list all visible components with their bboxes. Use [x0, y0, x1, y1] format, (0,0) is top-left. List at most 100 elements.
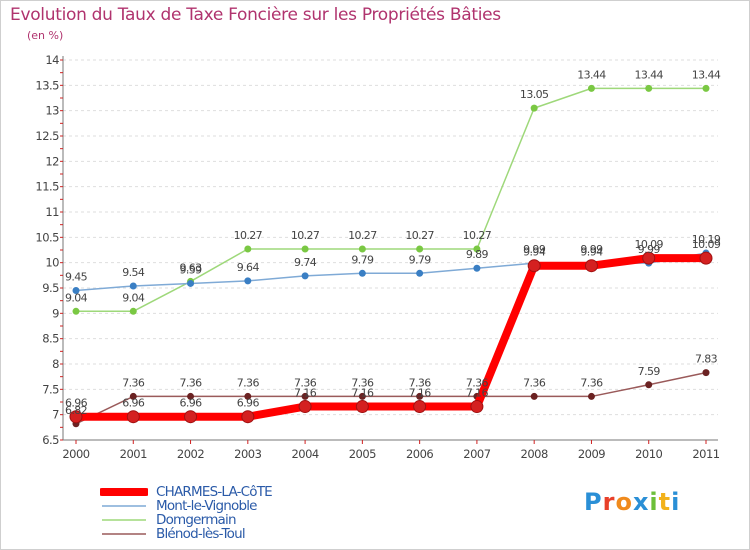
- chart-title: Evolution du Taux de Taxe Foncière sur l…: [10, 5, 501, 25]
- y-tick-label: 10: [45, 256, 59, 270]
- data-point: [584, 259, 598, 273]
- legend: CHARMES-LA-CôTE Mont-le-Vignoble Domgerm…: [100, 484, 273, 542]
- data-label: 7.16: [351, 387, 374, 400]
- data-label: 10.27: [291, 229, 320, 242]
- data-label: 9.04: [65, 291, 88, 304]
- data-point: [244, 277, 252, 285]
- data-label: 9.94: [523, 246, 546, 259]
- data-label: 9.99: [638, 243, 661, 256]
- data-point: [702, 369, 710, 377]
- y-tick-label: 13: [45, 104, 59, 118]
- x-tick-label: 2010: [635, 447, 662, 461]
- y-tick-label: 6.5: [42, 433, 59, 447]
- logo-letter: t: [658, 488, 672, 516]
- data-label: 9.64: [237, 261, 260, 274]
- legend-label: Domgermain: [156, 512, 237, 528]
- data-point: [187, 392, 195, 400]
- y-tick-label: 9: [52, 306, 59, 320]
- data-label: 9.04: [122, 291, 145, 304]
- data-label: 10.19: [692, 233, 721, 246]
- data-point: [358, 392, 366, 400]
- data-label: 10.27: [405, 229, 434, 242]
- data-point: [72, 287, 80, 295]
- data-label: 7.36: [122, 376, 145, 389]
- data-point: [244, 392, 252, 400]
- data-label: 6.96: [237, 397, 260, 410]
- y-tick-label: 7: [52, 408, 59, 422]
- data-label: 7.36: [409, 376, 432, 389]
- data-point: [129, 392, 137, 400]
- legend-item: Domgermain: [100, 512, 272, 528]
- data-label: 9.94: [580, 246, 603, 259]
- data-label: 7.36: [351, 376, 374, 389]
- logo-letter: P: [584, 488, 603, 516]
- legend-label: Mont-le-Vignoble: [156, 498, 257, 514]
- y-tick-label: 7.5: [42, 382, 59, 396]
- data-label: 7.59: [638, 365, 661, 378]
- y-tick-label: 8: [52, 357, 59, 371]
- data-label: 9.79: [409, 253, 432, 266]
- data-point: [241, 410, 255, 424]
- x-tick-label: 2005: [349, 447, 376, 461]
- unit-label: (en %): [27, 29, 64, 42]
- legend-label: CHARMES-LA-CôTE: [156, 484, 273, 500]
- data-point: [587, 392, 595, 400]
- data-label: 13.44: [634, 68, 663, 81]
- proxiti-logo: Proxiti: [584, 488, 680, 516]
- data-point: [642, 251, 656, 265]
- data-point: [301, 272, 309, 280]
- y-tick-label: 11: [45, 205, 59, 219]
- x-tick-label: 2003: [234, 447, 261, 461]
- series-line-2: [75, 87, 707, 313]
- x-tick-label: 2008: [521, 447, 548, 461]
- data-point: [358, 269, 366, 277]
- data-point: [244, 245, 252, 253]
- data-label: 7.36: [580, 376, 603, 389]
- data-point: [527, 259, 541, 273]
- y-tick-label: 14: [45, 53, 59, 67]
- legend-item: Mont-le-Vignoble: [100, 498, 272, 514]
- y-tick-label: 11.5: [35, 180, 59, 194]
- data-label: 9.63: [179, 261, 202, 274]
- data-point: [298, 400, 312, 414]
- y-tick-label: 10.5: [35, 230, 59, 244]
- data-label: 7.16: [466, 387, 489, 400]
- data-point: [301, 245, 309, 253]
- x-tick-label: 2002: [177, 447, 204, 461]
- data-label: 7.36: [179, 376, 202, 389]
- legend-item: CHARMES-LA-CôTE: [100, 484, 273, 500]
- data-label: 6.96: [122, 397, 145, 410]
- data-label: 10.27: [234, 229, 263, 242]
- x-tick-label: 2000: [62, 447, 89, 461]
- data-point: [187, 279, 195, 287]
- x-tick-label: 2001: [120, 447, 147, 461]
- data-label: 13.44: [577, 68, 606, 81]
- data-point: [72, 307, 80, 315]
- data-label: 7.16: [409, 387, 432, 400]
- data-label: 6.82: [65, 404, 87, 417]
- data-point: [416, 269, 424, 277]
- y-tick-label: 12.5: [35, 129, 59, 143]
- data-point: [645, 84, 653, 92]
- data-point: [184, 410, 198, 424]
- data-label: 9.45: [65, 271, 88, 284]
- data-point: [355, 400, 369, 414]
- data-point: [129, 282, 137, 290]
- series-line-1: [75, 252, 707, 292]
- data-label: 9.99: [580, 243, 603, 256]
- x-tick-label: 2009: [578, 447, 605, 461]
- x-tick-label: 2011: [692, 447, 719, 461]
- data-label: 6.96: [179, 397, 202, 410]
- data-label: 7.36: [237, 376, 260, 389]
- data-label: 7.36: [523, 376, 546, 389]
- legend-label: Blénod-lès-Toul: [156, 526, 246, 542]
- logo-letter: x: [632, 488, 650, 516]
- data-point: [69, 410, 83, 424]
- series-line-0: [72, 254, 710, 421]
- data-label: 7.83: [695, 353, 718, 366]
- data-label: 10.09: [692, 238, 721, 251]
- logo-letter: i: [671, 488, 681, 516]
- data-point: [129, 307, 137, 315]
- data-label: 7.16: [294, 387, 317, 400]
